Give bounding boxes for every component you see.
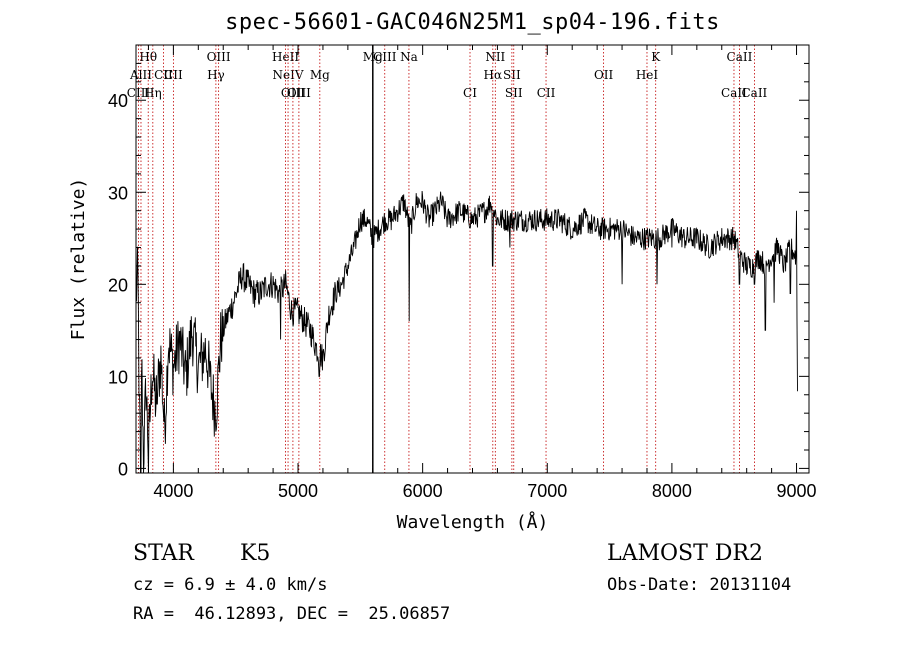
y-axis-label: Flux (relative) [68,178,89,341]
line-marker-label: CI [463,86,477,100]
x-tick-label: 5000 [278,481,318,501]
line-marker-label: CaII [741,86,767,100]
line-marker-label: Hθ [139,50,157,64]
object-subclass: K5 [240,541,271,566]
x-tick-label: 9000 [777,481,817,501]
spectrum-line [135,190,798,474]
line-marker-label: NII [485,50,505,64]
line-marker-label: HeI [636,68,659,82]
coordinates: RA = 46.12893, DEC = 25.06857 [133,604,451,624]
line-marker-label: NeIV [273,68,304,82]
y-tick-label: 0 [118,459,128,479]
line-marker-label: Hη [144,86,162,100]
line-marker-label: CaII [721,86,747,100]
line-markers: HθAlIICIIIHηCIICIIOIIIHγHeIINeIVOIIIOIII… [127,45,768,473]
spectrum-series [135,190,798,474]
line-marker-label: Hα [484,68,503,82]
line-marker-label: CII [154,68,173,82]
x-tick-label: 7000 [527,481,567,501]
line-marker-label: AlII [129,68,152,82]
line-marker-label: OIII [207,50,231,64]
plot-frame [135,44,810,474]
x-axis-label: Wavelength (Å) [397,511,549,533]
survey-name: LAMOST DR2 [607,541,763,566]
axis-labels: 4000 5000 6000 7000 8000 9000 0 10 20 30 40 Wavelen… [68,91,817,533]
x-tick-label: 8000 [652,481,692,501]
observation-date: Obs-Date: 20131104 [607,575,792,595]
y-tick-label: 20 [108,275,128,295]
chart-title: spec-56601-GAC046N25M1_sp04-196.fits [225,10,720,35]
object-class: STAR [133,541,194,566]
line-marker-label: CII [537,86,556,100]
line-marker-label: OII [594,68,614,82]
line-marker-label: Hγ [207,68,225,82]
y-tick-label: 40 [108,91,128,111]
line-marker-label: Mg [310,68,330,82]
line-marker-label: OIII [281,86,305,100]
line-marker-label: SII [503,68,521,82]
line-marker-label: SII [505,86,523,100]
line-marker-label: HeII [272,50,299,64]
x-tick-label: 6000 [403,481,443,501]
redshift-velocity: cz = 6.9 ± 4.0 km/s [133,575,328,595]
y-tick-label: 30 [108,183,128,203]
y-tick-label: 10 [108,367,128,387]
line-marker-label: CIII [373,50,397,64]
line-marker-label: K [651,50,661,64]
line-marker-label: CaII [727,50,753,64]
line-marker-label: Na [400,50,418,64]
axes [135,44,810,474]
line-marker-label: CII [164,68,183,82]
x-tick-label: 4000 [153,481,193,501]
line-marker-label: CIII [127,86,151,100]
line-marker-label: OIII [287,86,311,100]
